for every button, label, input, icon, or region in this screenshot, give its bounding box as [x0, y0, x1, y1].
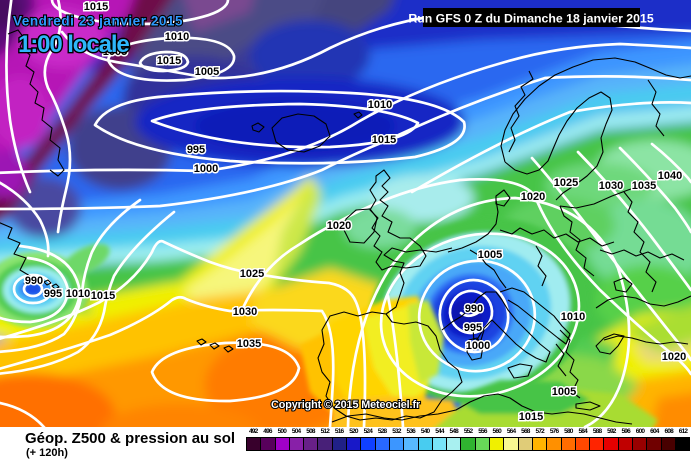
- svg-text:1025: 1025: [240, 268, 264, 280]
- svg-text:1010: 1010: [66, 288, 90, 300]
- svg-text:1:00 locale: 1:00 locale: [18, 31, 129, 58]
- svg-text:1005: 1005: [552, 386, 576, 398]
- svg-text:995: 995: [464, 322, 482, 334]
- svg-text:1015: 1015: [372, 134, 396, 146]
- svg-text:990: 990: [465, 303, 483, 315]
- svg-text:Copyright © 2015 Meteociel.fr: Copyright © 2015 Meteociel.fr: [271, 399, 421, 411]
- svg-text:1005: 1005: [478, 249, 502, 261]
- svg-text:1020: 1020: [662, 351, 686, 363]
- svg-text:1025: 1025: [554, 177, 578, 189]
- svg-text:1035: 1035: [632, 180, 656, 192]
- svg-text:1010: 1010: [368, 99, 392, 111]
- svg-text:Vendredi 23 janvier 2015: Vendredi 23 janvier 2015: [13, 14, 183, 29]
- svg-text:Run GFS 0 Z du Dimanche 18 jan: Run GFS 0 Z du Dimanche 18 janvier 2015: [408, 12, 653, 26]
- svg-text:1015: 1015: [157, 55, 181, 67]
- svg-text:1040: 1040: [658, 170, 682, 182]
- svg-text:990: 990: [25, 275, 43, 287]
- svg-text:1020: 1020: [327, 220, 351, 232]
- svg-text:1015: 1015: [84, 1, 108, 13]
- svg-text:1005: 1005: [195, 66, 219, 78]
- svg-text:1030: 1030: [233, 306, 257, 318]
- svg-text:1005: 1005: [103, 46, 127, 58]
- svg-text:1035: 1035: [237, 338, 261, 350]
- svg-text:1010: 1010: [165, 31, 189, 43]
- svg-text:1015: 1015: [519, 411, 543, 423]
- svg-text:1010: 1010: [561, 311, 585, 323]
- svg-text:1000: 1000: [466, 340, 490, 352]
- svg-text:1020: 1020: [521, 191, 545, 203]
- svg-text:1015: 1015: [91, 290, 115, 302]
- svg-text:995: 995: [187, 144, 205, 156]
- svg-text:1030: 1030: [599, 180, 623, 192]
- svg-text:995: 995: [44, 288, 62, 300]
- svg-text:1000: 1000: [194, 163, 218, 175]
